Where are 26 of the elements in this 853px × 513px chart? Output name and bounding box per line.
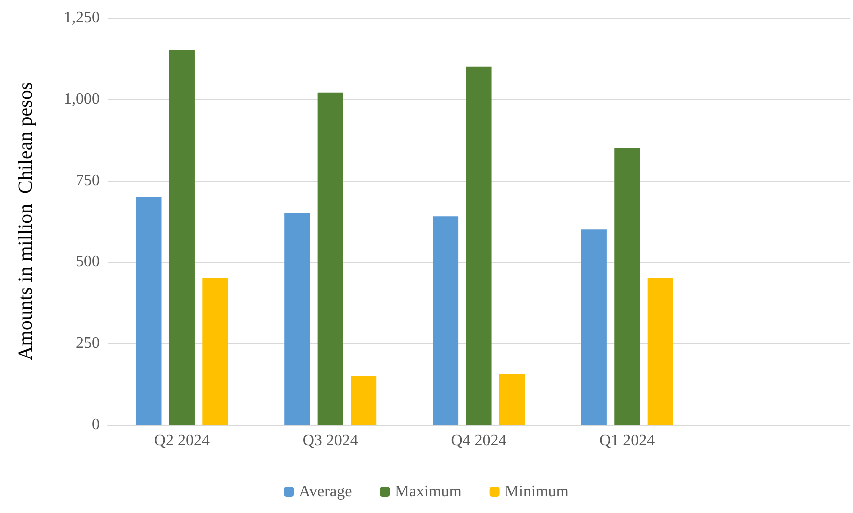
bar (614, 148, 640, 425)
bar (648, 278, 674, 425)
x-tick-label: Q3 2024 (302, 432, 358, 450)
y-axis-title: Amounts in million Chilean pesos (15, 82, 37, 361)
bar (499, 374, 526, 425)
bar (136, 197, 162, 425)
y-tick-label: 1,250 (64, 10, 100, 26)
legend-label: Average (299, 484, 352, 500)
y-tick-label: 500 (76, 254, 100, 271)
bar (318, 92, 344, 425)
y-tick-label: 250 (76, 335, 100, 352)
x-tick-label: Q1 2024 (600, 432, 656, 450)
legend-label: Minimum (504, 484, 570, 500)
x-tick-label: Q2 2024 (154, 432, 210, 450)
bar (202, 278, 228, 425)
bar (284, 213, 310, 425)
legend-label: Maximum (395, 484, 462, 500)
bar (581, 230, 607, 425)
y-tick-label: 1,000 (64, 90, 100, 108)
y-tick-label: 0 (92, 416, 100, 434)
bar (432, 216, 459, 425)
bar (351, 376, 377, 425)
bar (466, 66, 492, 425)
x-tick-label: Q4 2024 (451, 432, 507, 450)
y-tick-label: 750 (76, 172, 100, 190)
bar (169, 50, 195, 425)
